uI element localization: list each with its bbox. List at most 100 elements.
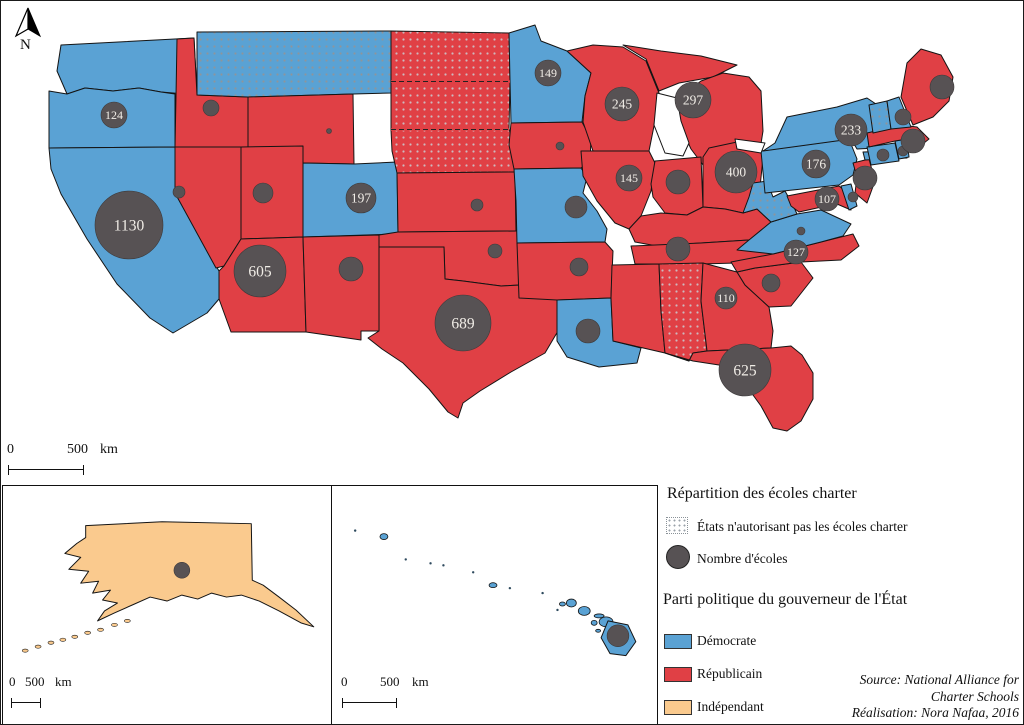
- schools-circle-arizona: [233, 244, 287, 298]
- schools-circle-iowa: [555, 141, 565, 151]
- schools-circle-oregon: [100, 101, 128, 129]
- hawaii-islet: [429, 562, 432, 565]
- ak-scale-line: [11, 698, 41, 708]
- hi-scale-line: [342, 698, 397, 708]
- schools-circle-florida: [718, 343, 772, 397]
- scale-line: [8, 465, 84, 475]
- schools-circle-oklahoma: [487, 243, 503, 259]
- state-iowa: [508, 121, 592, 170]
- schools-circle-delaware: [847, 191, 859, 203]
- schools-circle-new-hampshire: [894, 108, 912, 126]
- schools-circle-virginia: [796, 226, 806, 236]
- schools-count-arizona: 605: [248, 263, 272, 280]
- hawaii-island: [593, 613, 605, 619]
- lake-erie: [734, 138, 766, 154]
- hawaii-map: [353, 529, 637, 657]
- schools-circle-wisconsin: [604, 86, 640, 122]
- state-north-dakota: [390, 30, 511, 83]
- hawaii-inset: 0 500 km: [331, 485, 658, 724]
- ak-scale-zero: 0: [9, 674, 16, 689]
- republican-swatch-icon: [664, 667, 692, 682]
- party-section-title: Parti politique du gouverneur de l'État: [663, 591, 908, 608]
- schools-circle-minnesota: [534, 59, 562, 87]
- ak-scale-unit: km: [55, 674, 72, 689]
- schools-circle-north-carolina: [783, 239, 809, 265]
- legend: Répartition des écoles charter États n'a…: [661, 485, 1023, 724]
- aleutian-island: [97, 627, 104, 632]
- schools-circle-massachusetts: [900, 128, 926, 154]
- state-mississippi: [610, 263, 666, 354]
- hawaii-island: [488, 582, 498, 589]
- aleutian-island: [124, 618, 131, 623]
- aleutian-island: [34, 644, 42, 649]
- hawaii-island: [565, 598, 577, 608]
- schools-circle-pennsylvania: [801, 149, 831, 179]
- schools-circle-south-carolina: [761, 273, 781, 293]
- states-layer: [48, 24, 954, 432]
- north-arrow-icon: [14, 7, 42, 38]
- source-line: Réalisation: Nora Nafaa, 2016: [851, 704, 1019, 720]
- schools-circle-new-jersey: [852, 165, 878, 191]
- state-maine: [900, 48, 954, 126]
- schools-count-california: 1130: [114, 217, 145, 234]
- independent-label: Indépendant: [697, 699, 764, 714]
- schools-circle-utah: [252, 182, 274, 204]
- independent-swatch-icon: [664, 700, 692, 715]
- state-montana: [196, 30, 392, 98]
- schools-circle-michigan: [674, 81, 712, 119]
- schools-count-colorado: 197: [351, 191, 372, 206]
- schools-circle-arkansas: [569, 257, 589, 277]
- schools-count-florida: 625: [733, 362, 757, 379]
- hawaii-island: [595, 628, 602, 633]
- democrat-swatch-icon: [664, 634, 692, 649]
- schools-count-new-york: 233: [841, 123, 862, 138]
- aleutian-island: [21, 648, 29, 653]
- state-nebraska: [390, 128, 516, 174]
- schools-circle-maryland: [814, 186, 840, 212]
- main-us-map: 124 1130 197 605 689 149 245 297 145 400 110 625 127…: [48, 24, 955, 432]
- schools-circle-kansas: [470, 198, 484, 212]
- state-arkansas: [516, 241, 614, 301]
- hawaii-islet: [541, 591, 544, 595]
- schools-circle-idaho: [202, 99, 220, 117]
- schools-circle-alaska: [173, 562, 191, 579]
- schools-circle-indiana: [665, 169, 691, 195]
- hawaii-islet: [404, 558, 407, 561]
- schools-count-wisconsin: 245: [612, 97, 633, 112]
- schools-count-pennsylvania: 176: [806, 157, 827, 172]
- north-label: N: [20, 37, 31, 53]
- hawaii-islet: [508, 586, 512, 590]
- aleutian-island: [71, 634, 79, 639]
- schools-circle-maine: [929, 74, 955, 100]
- schools-count-oregon: 124: [105, 108, 123, 122]
- aleutian-island: [84, 630, 91, 635]
- hawaii-island: [379, 533, 389, 540]
- schools-count-north-carolina: 127: [787, 245, 805, 259]
- schools-circle-nevada: [172, 185, 186, 199]
- north-arrow: N: [7, 5, 47, 57]
- hawaii-islet: [471, 571, 475, 574]
- democrat-label: Démocrate: [697, 633, 757, 648]
- schools-circle-swatch-icon: [666, 545, 690, 569]
- schools-circle-california: [94, 190, 164, 260]
- aleutian-island: [47, 640, 55, 645]
- schools-circle-new-mexico: [338, 256, 364, 282]
- schools-circle-colorado: [345, 182, 377, 214]
- schools-circle-georgia: [714, 286, 738, 310]
- state-new-mexico: [302, 234, 380, 341]
- schools-circle-ohio: [714, 150, 758, 194]
- legend-title: Répartition des écoles charter: [667, 485, 857, 502]
- schools-count-maryland: 107: [818, 192, 836, 206]
- hawaii-island: [577, 606, 591, 616]
- state-alaska: [64, 521, 315, 628]
- schools-circle-illinois: [615, 164, 643, 192]
- hawaii-islet: [556, 608, 559, 612]
- state-alabama: [658, 262, 708, 362]
- schools-circle-new-york: [834, 113, 868, 147]
- hawaii-islet: [353, 529, 357, 532]
- schools-circle-texas: [434, 294, 492, 352]
- schools-count-label: Nombre d'écoles: [697, 551, 788, 566]
- source-credit: Source: National Alliance for Charter Sc…: [852, 672, 1019, 721]
- republican-label: Républicain: [697, 666, 763, 681]
- hawaii-islet: [442, 564, 445, 567]
